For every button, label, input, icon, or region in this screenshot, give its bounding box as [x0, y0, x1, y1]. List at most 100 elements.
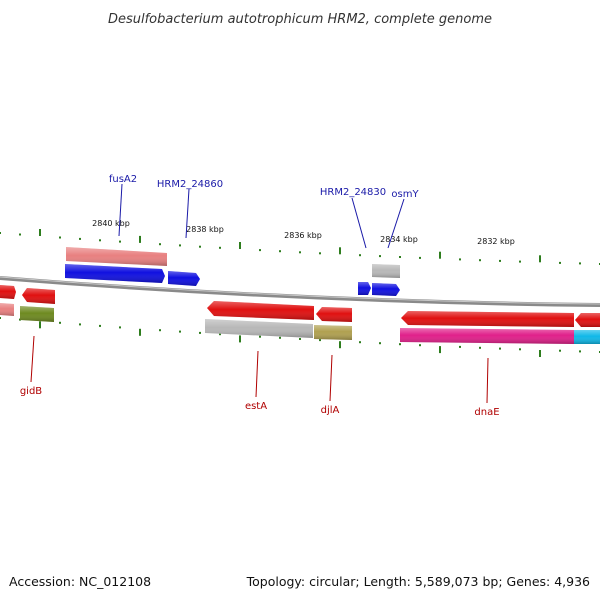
- gene-gidB-neighbor[interactable]: [22, 288, 55, 304]
- minor-tick: [159, 329, 161, 332]
- minor-tick: [579, 350, 581, 353]
- leader-fusA2: [118, 183, 123, 237]
- minor-tick: [379, 342, 381, 345]
- minor-tick: [459, 345, 461, 348]
- gene-left-edge-pink[interactable]: [0, 303, 14, 316]
- minor-tick: [79, 323, 81, 326]
- minor-tick: [519, 260, 521, 263]
- minor-tick: [119, 326, 121, 329]
- gene-right-edge-cyan[interactable]: [574, 330, 600, 344]
- leader-HRM2-24860: [185, 188, 190, 239]
- minor-tick: [99, 324, 101, 327]
- gene-left-edge-red[interactable]: [0, 285, 16, 299]
- minor-tick: [499, 347, 501, 350]
- minor-tick: [359, 341, 361, 344]
- scale-label-2840: 2840 kbp: [92, 219, 130, 228]
- minor-tick: [359, 254, 361, 257]
- major-tick: [439, 346, 441, 354]
- leader-osmY: [387, 198, 405, 249]
- major-tick: [339, 341, 341, 349]
- scale-label-2838: 2838 kbp: [186, 225, 224, 234]
- label-HRM2-24830[interactable]: HRM2_24830: [320, 187, 386, 198]
- gene-djlA-red[interactable]: [316, 307, 352, 322]
- minor-tick: [259, 335, 261, 338]
- minor-tick: [259, 249, 261, 252]
- label-gidB[interactable]: gidB: [20, 386, 42, 397]
- minor-tick: [199, 331, 201, 334]
- scale-label-2836: 2836 kbp: [284, 231, 322, 240]
- minor-tick: [219, 246, 221, 249]
- minor-tick: [279, 336, 281, 339]
- minor-tick: [299, 251, 301, 254]
- label-fusA2[interactable]: fusA2: [109, 174, 137, 185]
- gene-osmY[interactable]: [372, 283, 400, 296]
- minor-tick: [119, 240, 121, 243]
- gene-estA[interactable]: [205, 319, 313, 338]
- minor-tick: [59, 321, 61, 324]
- major-tick: [539, 255, 541, 263]
- major-tick: [339, 247, 341, 255]
- minor-tick: [419, 256, 421, 259]
- leader-estA: [255, 350, 259, 398]
- minor-tick: [179, 244, 181, 247]
- label-HRM2-24860[interactable]: HRM2_24860: [157, 179, 223, 190]
- minor-tick: [399, 343, 401, 346]
- minor-tick: [179, 330, 181, 333]
- minor-tick: [159, 243, 161, 246]
- leader-gidB: [30, 335, 35, 383]
- map-title: Desulfobacterium autotrophicum HRM2, com…: [108, 12, 492, 27]
- genome-backbone: [0, 276, 600, 307]
- minor-tick: [559, 261, 561, 264]
- minor-tick: [299, 338, 301, 340]
- minor-tick: [479, 346, 481, 349]
- gene-osmY-row-outer[interactable]: [372, 264, 400, 278]
- minor-tick: [419, 344, 421, 347]
- gene-dnaE-red[interactable]: [401, 311, 574, 327]
- major-tick: [39, 229, 41, 236]
- minor-tick: [59, 236, 61, 239]
- minor-tick: [319, 339, 321, 342]
- minor-tick: [199, 245, 201, 248]
- gene-gidB[interactable]: [20, 306, 54, 322]
- label-estA[interactable]: estA: [245, 401, 267, 412]
- minor-tick: [79, 237, 81, 240]
- major-tick: [239, 242, 241, 249]
- scale-label-2834: 2834 kbp: [380, 235, 418, 244]
- scale-label-2832: 2832 kbp: [477, 237, 515, 246]
- minor-tick: [0, 232, 1, 234]
- minor-tick: [479, 259, 481, 262]
- minor-tick: [559, 349, 561, 352]
- label-djlA[interactable]: djlA: [321, 405, 340, 416]
- minor-tick: [459, 258, 461, 261]
- gene-djlA[interactable]: [314, 325, 352, 340]
- gene-HRM2-24830[interactable]: [358, 282, 371, 295]
- gene-right-edge-red[interactable]: [575, 313, 600, 327]
- minor-tick: [499, 259, 501, 262]
- gene-HRM2-24860[interactable]: [168, 271, 200, 286]
- leader-djlA: [329, 354, 333, 402]
- major-tick: [539, 350, 541, 357]
- minor-tick: [0, 317, 1, 319]
- minor-tick: [519, 348, 521, 351]
- genome-backbone-highlight: [0, 276, 600, 305]
- gene-estA-red[interactable]: [207, 301, 314, 320]
- gene-fusA2[interactable]: [65, 264, 165, 283]
- major-tick: [439, 251, 441, 259]
- minor-tick: [19, 233, 21, 236]
- major-tick: [239, 335, 241, 343]
- dot-tick-track-bottom: [0, 317, 600, 357]
- leader-dnaE: [486, 357, 489, 404]
- footer-accession: Accession: NC_012108: [9, 574, 151, 589]
- minor-tick: [579, 262, 581, 265]
- label-osmY[interactable]: osmY: [391, 189, 419, 200]
- major-tick: [139, 235, 141, 243]
- label-dnaE[interactable]: dnaE: [474, 407, 499, 418]
- major-tick: [39, 321, 41, 329]
- minor-tick: [99, 239, 101, 242]
- gene-fusA2-row-outer[interactable]: [66, 247, 167, 266]
- gene-dnaE[interactable]: [400, 328, 574, 344]
- minor-tick: [399, 256, 401, 258]
- minor-tick: [279, 250, 281, 253]
- leader-HRM2-24830: [351, 197, 367, 249]
